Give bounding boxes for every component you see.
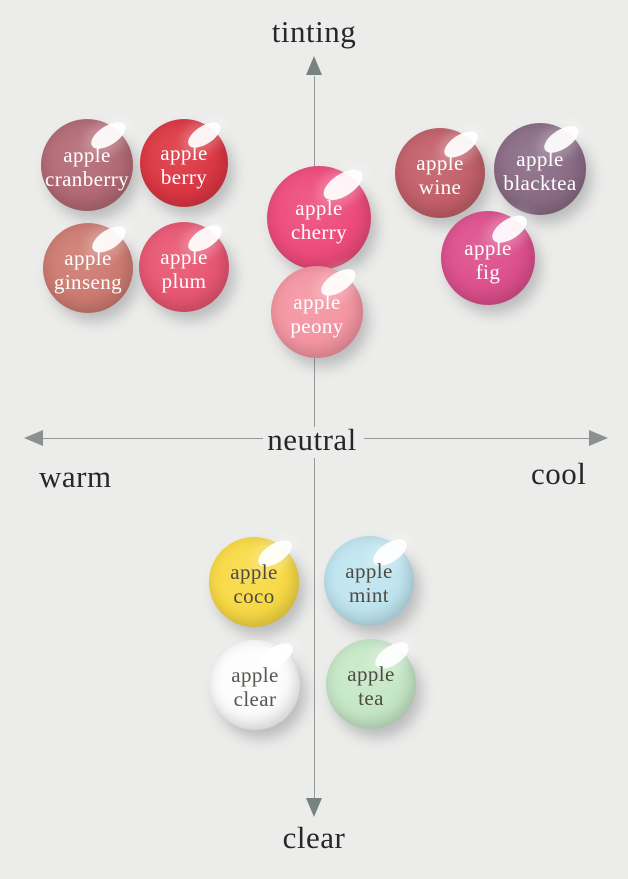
product-apple-peony: apple peony (271, 264, 363, 358)
product-label: apple mint (345, 559, 393, 607)
product-apple-berry: apple berry (140, 117, 228, 207)
axis-label-warm: warm (39, 459, 112, 494)
axis-label-neutral: neutral (267, 422, 357, 457)
product-label: apple cranberry (44, 143, 130, 191)
arrow-right-icon (589, 430, 608, 446)
product-apple-blacktea: apple blacktea (494, 121, 586, 215)
arrow-up-icon (306, 56, 322, 75)
product-apple-ginseng: apple ginseng (43, 221, 133, 313)
product-label: apple coco (230, 560, 278, 608)
product-label: apple cherry (290, 196, 348, 244)
horizontal-axis-line-left (40, 438, 263, 439)
product-apple-tea: apple tea (326, 637, 416, 729)
vertical-axis-line-bottom (314, 458, 315, 800)
product-label: apple blacktea (503, 147, 577, 195)
arrow-down-icon (306, 798, 322, 817)
axis-label-cool: cool (531, 456, 587, 491)
product-apple-wine: apple wine (395, 126, 485, 218)
arrow-left-icon (24, 430, 43, 446)
product-apple-coco: apple coco (209, 535, 299, 627)
product-label: apple berry (160, 141, 208, 189)
product-label: apple clear (231, 663, 279, 711)
product-label: apple peony (290, 290, 344, 338)
product-apple-fig: apple fig (441, 209, 535, 305)
horizontal-axis-line-right (364, 438, 590, 439)
product-apple-clear: apple clear (210, 638, 300, 730)
product-label: apple plum (160, 245, 208, 293)
axis-label-tinting: tinting (271, 14, 357, 49)
product-label: apple fig (464, 236, 512, 284)
product-label: apple wine (416, 151, 464, 199)
product-apple-plum: apple plum (139, 220, 229, 312)
axis-label-clear: clear (282, 820, 346, 855)
product-apple-mint: apple mint (324, 534, 414, 626)
product-label: apple tea (347, 662, 395, 710)
product-label: apple ginseng (53, 246, 123, 294)
product-apple-cranberry: apple cranberry (41, 117, 133, 211)
product-apple-cherry: apple cherry (267, 164, 371, 270)
